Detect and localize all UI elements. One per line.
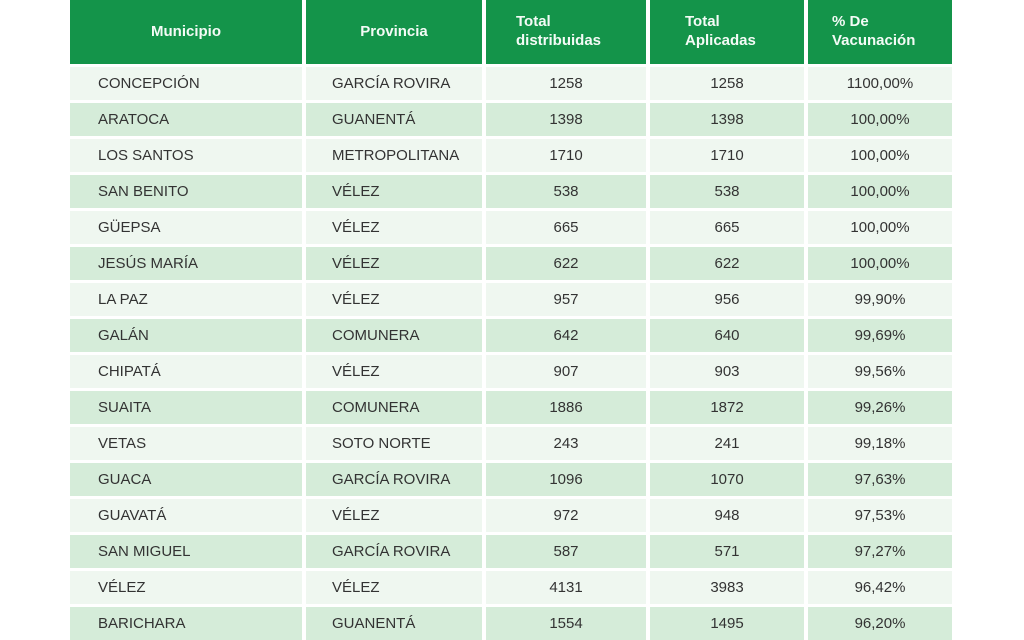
cell-total-aplicadas: 640 [650, 319, 804, 352]
column-header-total-aplicadas: Total Aplicadas [650, 0, 804, 64]
cell-pct-vacunacion: 100,00% [808, 139, 952, 172]
cell-municipio: JESÚS MARÍA [70, 247, 302, 280]
cell-municipio: GUACA [70, 463, 302, 496]
cell-pct-vacunacion: 99,18% [808, 427, 952, 460]
cell-total-distribuidas: 1398 [486, 103, 646, 136]
cell-total-distribuidas: 665 [486, 211, 646, 244]
column-header-total-distribuidas: Total distribuidas [486, 0, 646, 64]
table-grid: Municipio Provincia Total distribuidas T… [70, 0, 952, 640]
cell-pct-vacunacion: 96,20% [808, 607, 952, 640]
cell-provincia: GUANENTÁ [306, 607, 482, 640]
cell-provincia: VÉLEZ [306, 355, 482, 388]
cell-total-distribuidas: 243 [486, 427, 646, 460]
cell-total-distribuidas: 642 [486, 319, 646, 352]
cell-total-aplicadas: 903 [650, 355, 804, 388]
cell-total-aplicadas: 241 [650, 427, 804, 460]
cell-total-aplicadas: 3983 [650, 571, 804, 604]
cell-total-aplicadas: 571 [650, 535, 804, 568]
cell-pct-vacunacion: 1100,00% [808, 67, 952, 100]
cell-total-aplicadas: 1872 [650, 391, 804, 424]
cell-provincia: GARCÍA ROVIRA [306, 463, 482, 496]
cell-municipio: GUAVATÁ [70, 499, 302, 532]
cell-total-distribuidas: 1710 [486, 139, 646, 172]
cell-pct-vacunacion: 100,00% [808, 103, 952, 136]
cell-municipio: SAN MIGUEL [70, 535, 302, 568]
cell-total-aplicadas: 1070 [650, 463, 804, 496]
cell-municipio: SUAITA [70, 391, 302, 424]
vaccination-table: Municipio Provincia Total distribuidas T… [70, 0, 952, 640]
cell-provincia: VÉLEZ [306, 211, 482, 244]
cell-provincia: VÉLEZ [306, 175, 482, 208]
cell-total-aplicadas: 1398 [650, 103, 804, 136]
cell-provincia: VÉLEZ [306, 499, 482, 532]
cell-pct-vacunacion: 99,56% [808, 355, 952, 388]
cell-pct-vacunacion: 100,00% [808, 211, 952, 244]
cell-total-distribuidas: 1096 [486, 463, 646, 496]
cell-provincia: COMUNERA [306, 319, 482, 352]
cell-municipio: LOS SANTOS [70, 139, 302, 172]
cell-municipio: GÜEPSA [70, 211, 302, 244]
cell-pct-vacunacion: 96,42% [808, 571, 952, 604]
cell-total-distribuidas: 1258 [486, 67, 646, 100]
cell-total-aplicadas: 665 [650, 211, 804, 244]
cell-provincia: VÉLEZ [306, 247, 482, 280]
cell-total-aplicadas: 1495 [650, 607, 804, 640]
column-header-municipio: Municipio [70, 0, 302, 64]
cell-provincia: VÉLEZ [306, 571, 482, 604]
cell-total-aplicadas: 948 [650, 499, 804, 532]
cell-pct-vacunacion: 99,90% [808, 283, 952, 316]
cell-total-distribuidas: 1554 [486, 607, 646, 640]
cell-municipio: VÉLEZ [70, 571, 302, 604]
cell-municipio: CHIPATÁ [70, 355, 302, 388]
cell-pct-vacunacion: 99,69% [808, 319, 952, 352]
cell-municipio: CONCEPCIÓN [70, 67, 302, 100]
cell-municipio: SAN BENITO [70, 175, 302, 208]
cell-total-aplicadas: 538 [650, 175, 804, 208]
cell-provincia: GARCÍA ROVIRA [306, 67, 482, 100]
cell-total-aplicadas: 1258 [650, 67, 804, 100]
cell-provincia: GARCÍA ROVIRA [306, 535, 482, 568]
cell-provincia: SOTO NORTE [306, 427, 482, 460]
column-header-provincia: Provincia [306, 0, 482, 64]
cell-municipio: GALÁN [70, 319, 302, 352]
cell-municipio: VETAS [70, 427, 302, 460]
cell-total-distribuidas: 587 [486, 535, 646, 568]
cell-total-aplicadas: 956 [650, 283, 804, 316]
cell-total-distribuidas: 907 [486, 355, 646, 388]
cell-pct-vacunacion: 97,53% [808, 499, 952, 532]
cell-provincia: COMUNERA [306, 391, 482, 424]
cell-municipio: BARICHARA [70, 607, 302, 640]
cell-provincia: GUANENTÁ [306, 103, 482, 136]
cell-pct-vacunacion: 97,63% [808, 463, 952, 496]
cell-pct-vacunacion: 100,00% [808, 175, 952, 208]
cell-total-distribuidas: 538 [486, 175, 646, 208]
cell-total-distribuidas: 957 [486, 283, 646, 316]
cell-provincia: METROPOLITANA [306, 139, 482, 172]
cell-municipio: ARATOCA [70, 103, 302, 136]
cell-total-aplicadas: 1710 [650, 139, 804, 172]
cell-total-distribuidas: 622 [486, 247, 646, 280]
column-header-pct-vacunacion: % De Vacunación [808, 0, 952, 64]
cell-total-distribuidas: 1886 [486, 391, 646, 424]
cell-total-distribuidas: 4131 [486, 571, 646, 604]
cell-total-distribuidas: 972 [486, 499, 646, 532]
cell-provincia: VÉLEZ [306, 283, 482, 316]
cell-total-aplicadas: 622 [650, 247, 804, 280]
cell-pct-vacunacion: 97,27% [808, 535, 952, 568]
cell-municipio: LA PAZ [70, 283, 302, 316]
cell-pct-vacunacion: 99,26% [808, 391, 952, 424]
cell-pct-vacunacion: 100,00% [808, 247, 952, 280]
